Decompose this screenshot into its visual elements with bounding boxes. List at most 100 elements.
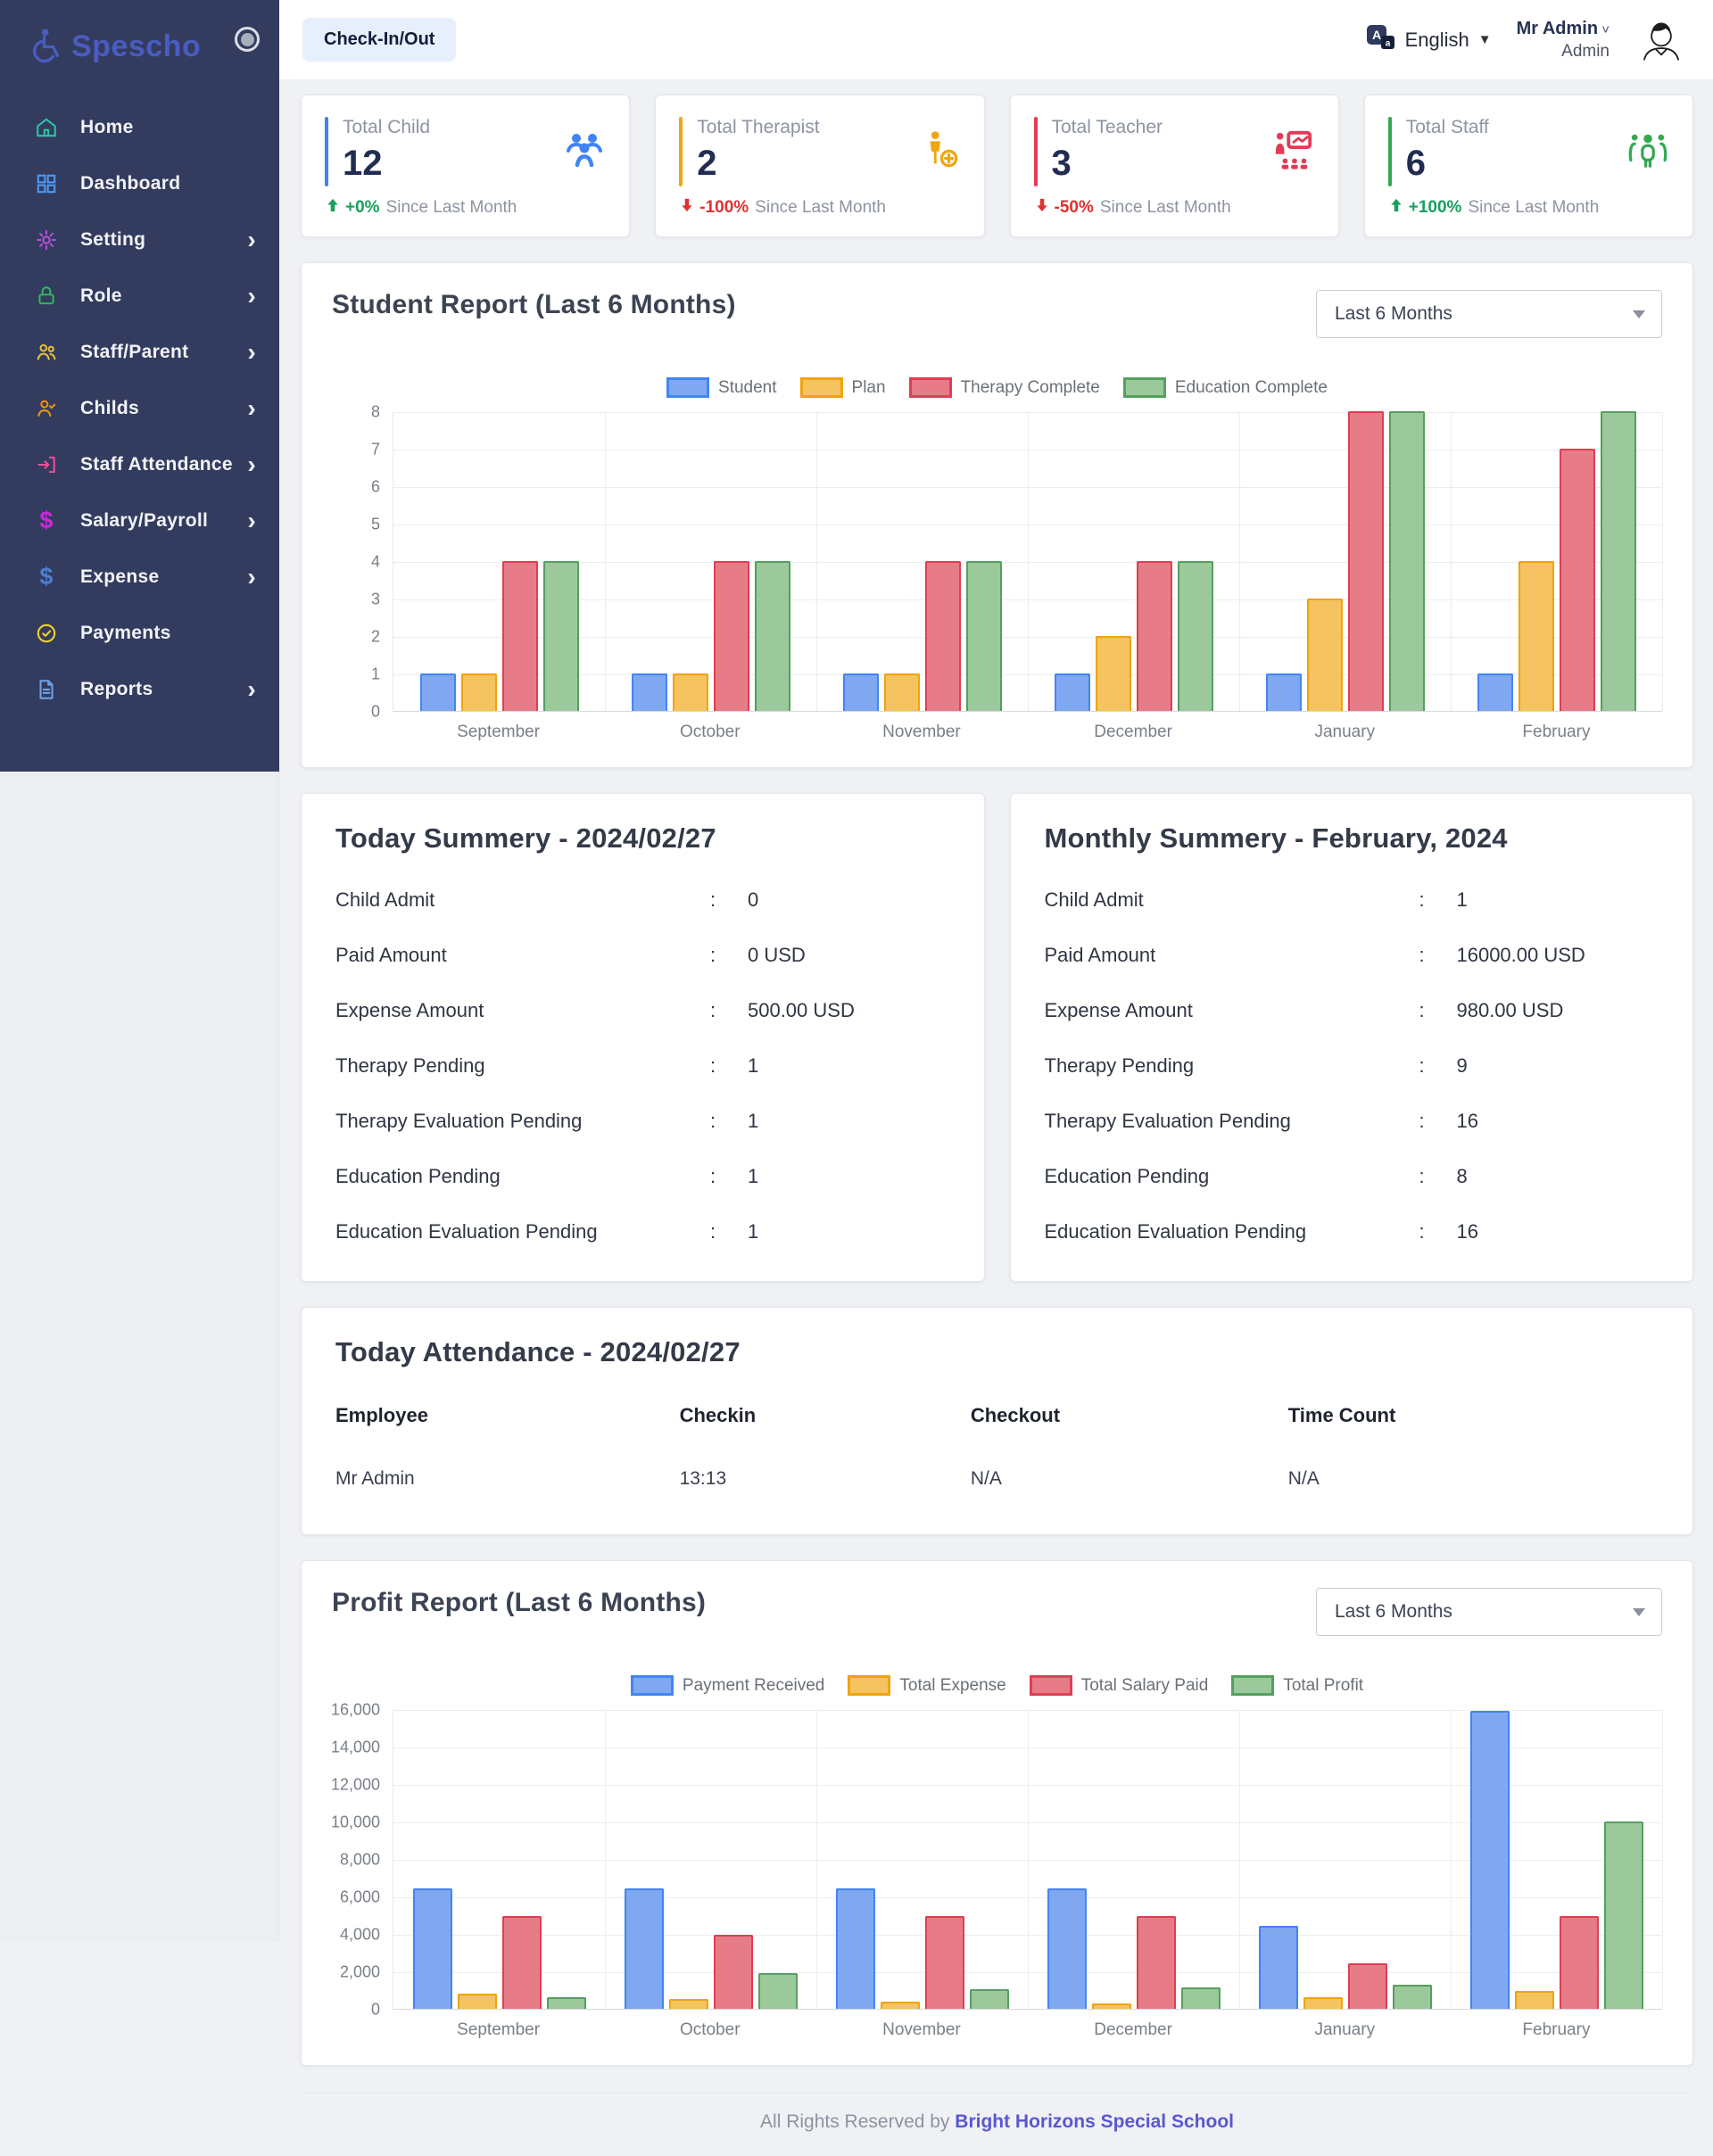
sidebar-item-label: Setting bbox=[80, 228, 146, 250]
x-axis-label: January bbox=[1314, 2020, 1376, 2039]
file-icon bbox=[32, 678, 61, 701]
topbar: Check-In/Out A a English ▼ Mr Admin ˅ Ad… bbox=[279, 0, 1713, 80]
person-check-icon bbox=[32, 397, 61, 420]
bar bbox=[1136, 1916, 1176, 2009]
bar bbox=[1265, 673, 1302, 711]
language-dropdown[interactable]: A a English ▼ bbox=[1366, 24, 1492, 56]
bar bbox=[542, 561, 579, 711]
bar-group bbox=[1451, 411, 1662, 711]
plot-area bbox=[393, 1710, 1663, 2010]
avatar[interactable] bbox=[1634, 12, 1688, 67]
chevron-right-icon: › bbox=[247, 393, 256, 422]
sidebar-item-expense[interactable]: $ Expense › bbox=[0, 549, 279, 605]
bar bbox=[460, 673, 497, 711]
sidebar-item-label: Childs bbox=[80, 397, 139, 418]
accent-bar bbox=[325, 117, 328, 186]
bar bbox=[1047, 1888, 1087, 2009]
bar bbox=[965, 561, 1002, 711]
bar bbox=[419, 673, 456, 711]
bar bbox=[1514, 1991, 1554, 2009]
sidebar-item-label: Expense bbox=[80, 566, 160, 587]
legend-item: Plan bbox=[799, 377, 886, 398]
sidebar-item-label: Role bbox=[80, 285, 122, 306]
bar-group bbox=[1451, 1710, 1662, 2009]
summary-row: Child Admit:1 bbox=[1044, 888, 1468, 911]
summary-row: Education Pending:8 bbox=[1044, 1165, 1468, 1187]
sidebar-item-staff-attendance[interactable]: Staff Attendance › bbox=[0, 436, 279, 492]
check-circle-icon bbox=[32, 622, 61, 645]
sidebar-item-role[interactable]: Role › bbox=[0, 268, 279, 324]
sidebar-item-setting[interactable]: Setting › bbox=[0, 211, 279, 268]
person-plus-icon bbox=[920, 129, 961, 175]
user-menu[interactable]: Mr Admin ˅ Admin bbox=[1517, 19, 1610, 62]
stat-change: -50% bbox=[1054, 198, 1094, 217]
bar bbox=[1095, 636, 1131, 711]
chevron-right-icon: › bbox=[247, 562, 256, 591]
bar bbox=[883, 673, 920, 711]
bar-group bbox=[605, 412, 816, 711]
accent-bar bbox=[1387, 117, 1392, 186]
legend-swatch-icon bbox=[1029, 1675, 1072, 1696]
sidebar-item-reports[interactable]: Reports › bbox=[0, 661, 279, 717]
arrow-down-icon bbox=[679, 197, 695, 219]
bar-group bbox=[393, 412, 605, 711]
sidebar-item-dashboard[interactable]: Dashboard bbox=[0, 155, 279, 211]
bar bbox=[1258, 1925, 1298, 2009]
profit-report-title: Profit Report (Last 6 Months) bbox=[332, 1588, 707, 1617]
bar bbox=[754, 561, 790, 711]
svg-text:A: A bbox=[1372, 28, 1381, 42]
sidebar-item-home[interactable]: Home bbox=[0, 99, 279, 155]
bar bbox=[1177, 561, 1213, 711]
bar bbox=[1388, 411, 1425, 711]
bar bbox=[924, 561, 961, 711]
chart-legend: Student Plan Therapy Complete Education Com… bbox=[332, 377, 1662, 398]
x-axis-label: November bbox=[882, 723, 961, 741]
attendance-employee: Mr Admin bbox=[335, 1468, 415, 1489]
gear-icon bbox=[32, 228, 61, 252]
sidebar-item-label: Payments bbox=[80, 622, 171, 643]
sidebar-nav: Home Dashboard Setting › Role › bbox=[0, 99, 279, 717]
sidebar-item-staff-parent[interactable]: Staff/Parent › bbox=[0, 324, 279, 380]
bar bbox=[1469, 1711, 1510, 2009]
x-axis-label: October bbox=[679, 723, 741, 741]
attendance-checkin: 13:13 bbox=[679, 1468, 727, 1489]
legend-item: Therapy Complete bbox=[908, 377, 1100, 398]
dollar-icon: $ bbox=[39, 507, 54, 533]
y-axis: 0 2,000 4,000 6,000 8,000 10,000 12,000 14,000 1… bbox=[330, 1700, 380, 2019]
bar-group bbox=[1028, 1710, 1239, 2009]
x-axis-label: February bbox=[1522, 723, 1591, 741]
sidebar-item-label: Reports bbox=[80, 678, 153, 699]
footer-text: All Rights Reserved by bbox=[760, 2111, 950, 2132]
bar bbox=[1518, 561, 1554, 711]
bar bbox=[1306, 599, 1343, 711]
student-report-range-select[interactable]: Last 6 Months bbox=[1316, 290, 1662, 338]
legend-item: Total Expense bbox=[848, 1675, 1006, 1696]
bar bbox=[1136, 561, 1172, 711]
stat-change: -100% bbox=[699, 198, 749, 217]
chevron-right-icon: › bbox=[247, 450, 256, 478]
chevron-right-icon: › bbox=[247, 506, 256, 534]
sidebar-item-salary-payroll[interactable]: $ Salary/Payroll › bbox=[0, 492, 279, 549]
chevron-down-icon: ▼ bbox=[1477, 32, 1492, 47]
bar bbox=[1559, 1916, 1599, 2009]
check-in-out-button[interactable]: Check-In/Out bbox=[302, 18, 457, 62]
sidebar-item-label: Staff Attendance bbox=[80, 453, 233, 475]
sidebar-item-childs[interactable]: Childs › bbox=[0, 380, 279, 436]
x-axis-label: October bbox=[679, 2020, 741, 2039]
attendance-table-header: Employee Checkin Checkout Time Count bbox=[335, 1404, 1396, 1426]
sidebar-toggle[interactable] bbox=[235, 27, 260, 52]
chevron-right-icon: › bbox=[247, 337, 256, 366]
legend-swatch-icon bbox=[848, 1675, 891, 1696]
sidebar-item-payments[interactable]: Payments bbox=[0, 605, 279, 661]
legend-swatch-icon bbox=[630, 1675, 674, 1696]
stat-value: 2 bbox=[697, 144, 717, 183]
x-axis: September October November December January F… bbox=[393, 712, 1662, 742]
sidebar-item-label: Staff/Parent bbox=[80, 341, 189, 362]
profit-report-range-select[interactable]: Last 6 Months bbox=[1316, 1588, 1662, 1636]
monthly-summary-card: Monthly Summery - February, 2024 Child A… bbox=[1009, 793, 1693, 1282]
sidebar-item-label: Dashboard bbox=[80, 172, 181, 194]
bar-group bbox=[605, 1710, 816, 2009]
summary-row: Therapy Pending:9 bbox=[1044, 1054, 1468, 1077]
bar bbox=[457, 1994, 497, 2009]
staff-group-icon bbox=[1626, 129, 1669, 175]
